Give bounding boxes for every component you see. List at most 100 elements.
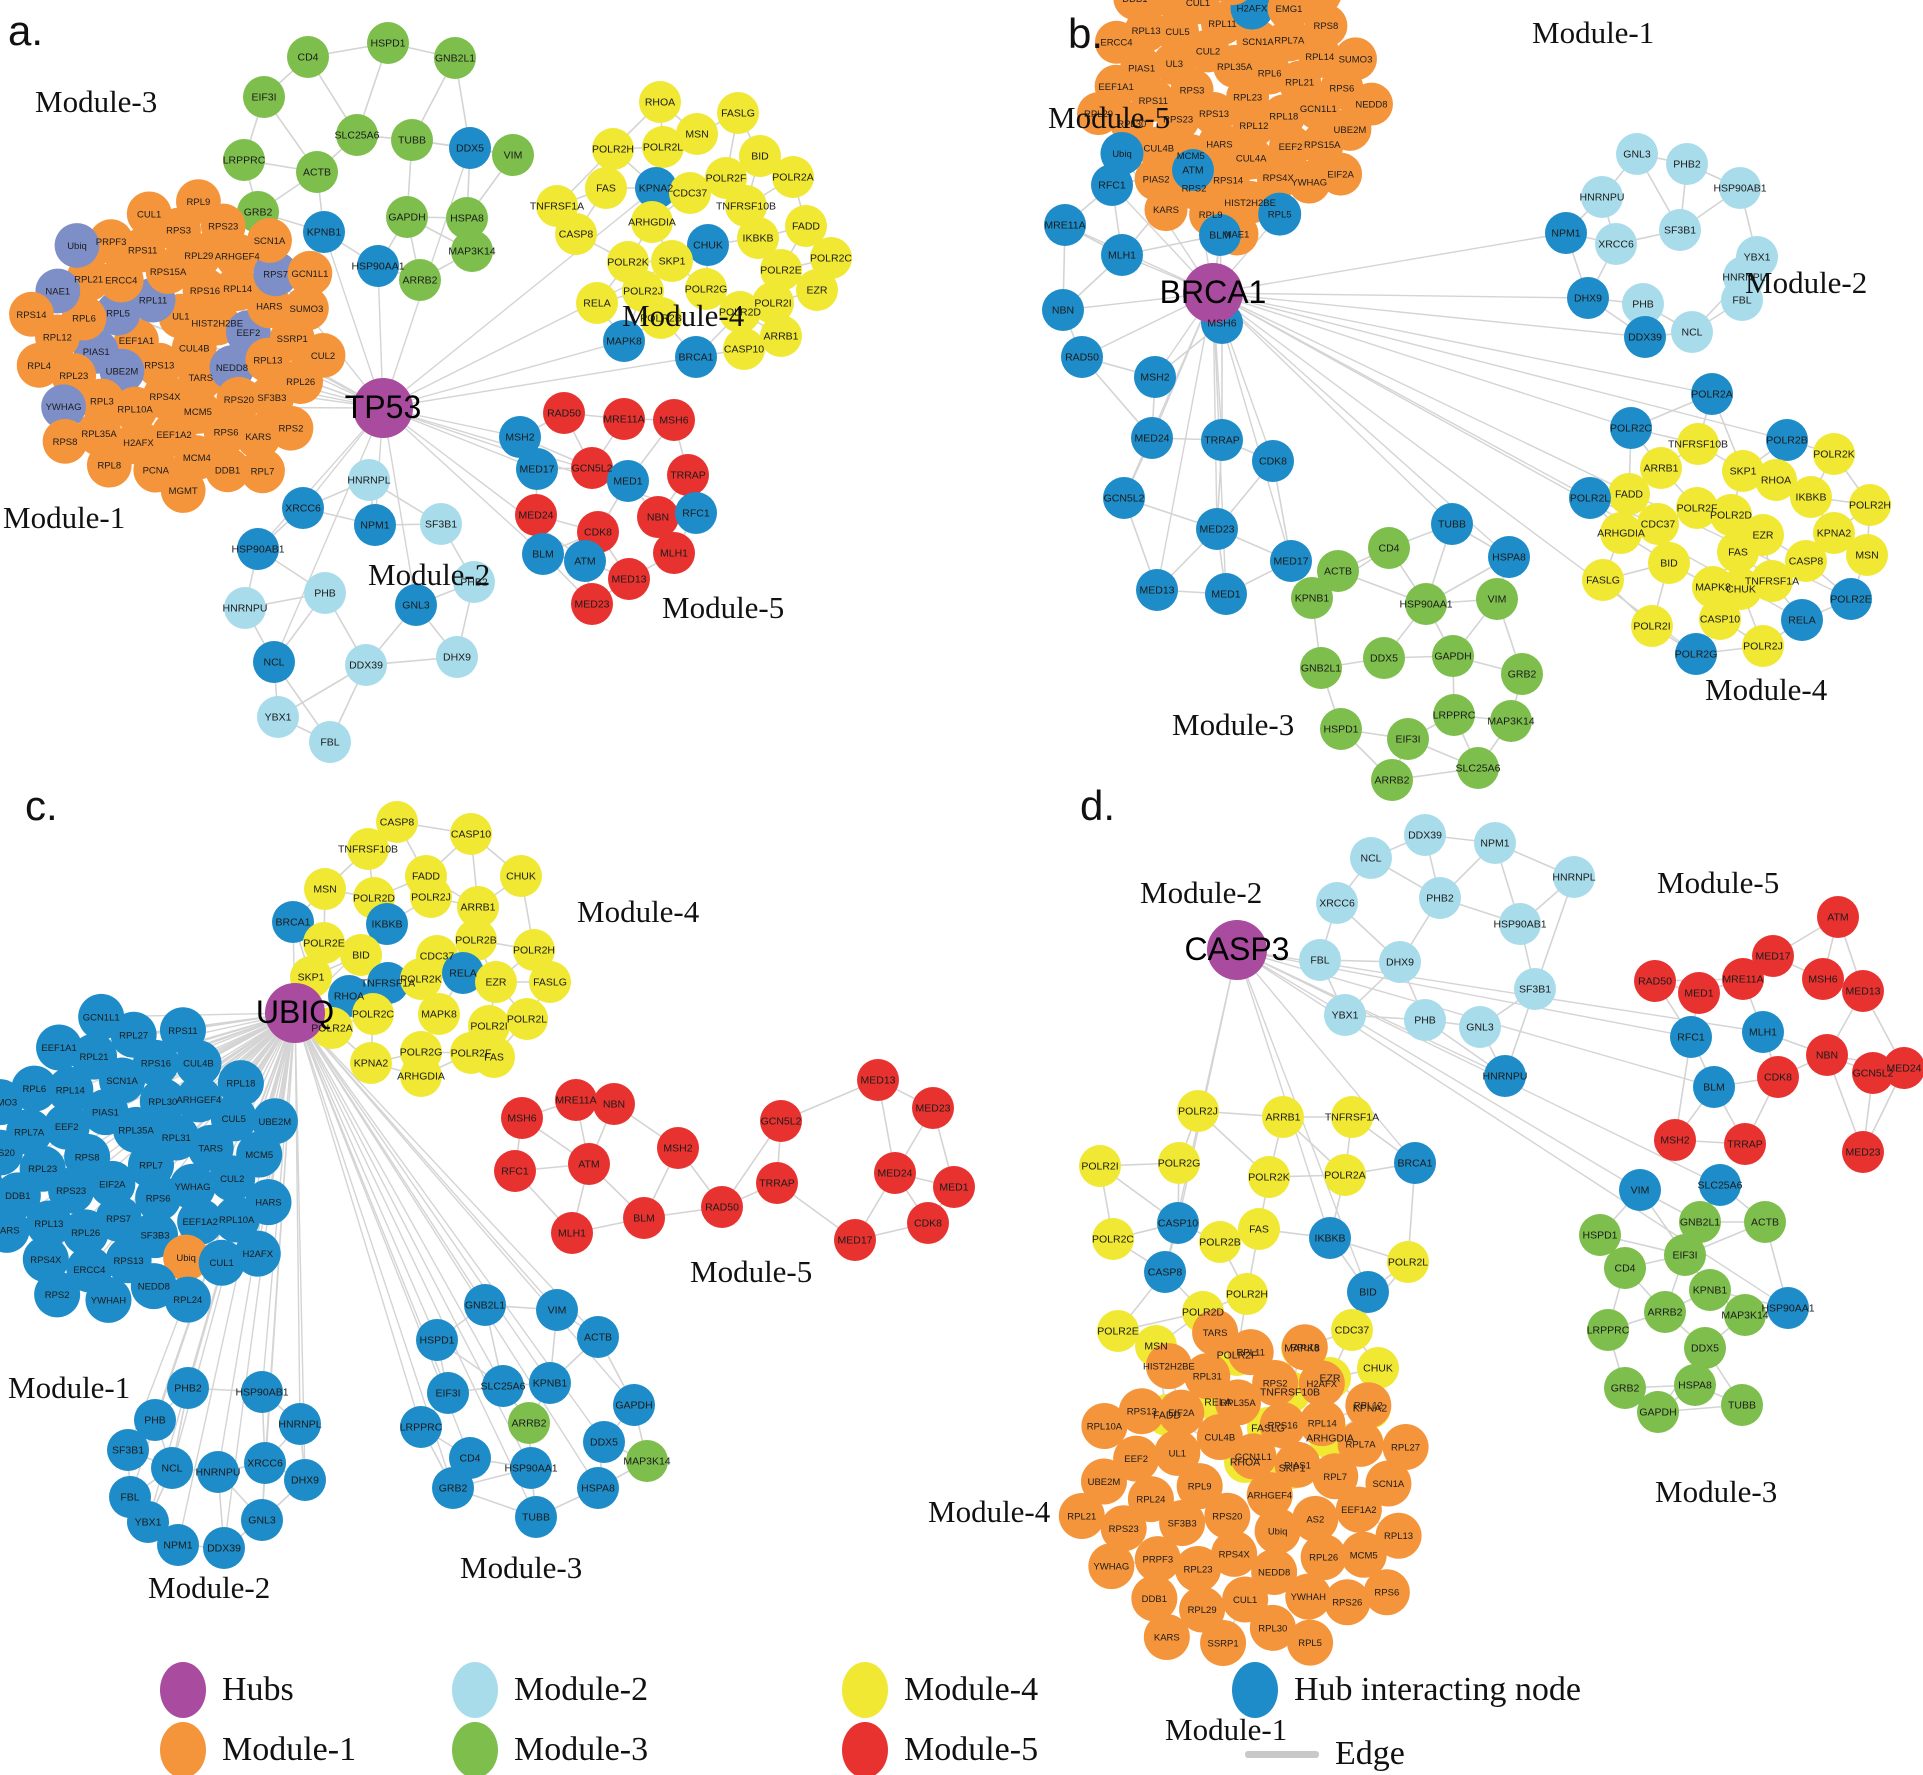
node-label: MCM4 bbox=[183, 453, 211, 464]
node-label: TUBB bbox=[1438, 519, 1466, 531]
node-label: MGMT bbox=[169, 486, 198, 497]
node-label: RPL21 bbox=[74, 274, 103, 285]
node-label: RAD50 bbox=[547, 408, 581, 420]
node-polr2k bbox=[400, 958, 442, 1000]
node-label: CHUK bbox=[1363, 1363, 1393, 1375]
node-label: POLR2L bbox=[507, 1014, 547, 1026]
node-label: MAPK8 bbox=[421, 1009, 457, 1021]
node-tubb bbox=[391, 119, 433, 161]
node-label: POLR2C bbox=[1610, 423, 1652, 435]
node-chuk bbox=[1357, 1347, 1399, 1389]
node-rpl7 bbox=[1312, 1453, 1359, 1500]
node-rad50 bbox=[1061, 336, 1103, 378]
node-label: RPL9 bbox=[1199, 210, 1223, 221]
node-label: NEDD8 bbox=[216, 363, 248, 374]
node-label: DDX39 bbox=[207, 1543, 241, 1555]
node-label: SSRP1 bbox=[1208, 1638, 1239, 1649]
node-label: H2AFX bbox=[242, 1249, 273, 1260]
node-label: SCN1A bbox=[254, 236, 286, 247]
node-h2afx bbox=[1298, 1360, 1345, 1407]
node-label: RPL13 bbox=[253, 356, 282, 367]
node-rpl4 bbox=[16, 342, 62, 388]
node-msh6 bbox=[501, 1097, 543, 1139]
node-phb bbox=[304, 572, 346, 614]
node-label: SF3B1 bbox=[425, 519, 457, 531]
node-label: SLC25A6 bbox=[335, 130, 380, 142]
node-label: YWHAG bbox=[1093, 1562, 1129, 1573]
node-label: TNFRSF10B bbox=[1668, 439, 1728, 451]
node-tubb bbox=[515, 1496, 557, 1538]
node-label: MED13 bbox=[1139, 585, 1174, 597]
node-label: RPL7 bbox=[1323, 1472, 1347, 1483]
node-casp8 bbox=[376, 801, 418, 843]
node-brca1 bbox=[1394, 1142, 1436, 1184]
node-gnl3 bbox=[241, 1499, 283, 1541]
node-rpl10a bbox=[1081, 1403, 1128, 1450]
node-polr2g bbox=[1158, 1142, 1200, 1184]
node-faslg bbox=[1582, 559, 1624, 601]
node-label: FASLG bbox=[533, 977, 567, 989]
node-actb bbox=[1744, 1201, 1786, 1243]
node-label: HSPA8 bbox=[581, 1483, 615, 1495]
node-label: H2AFX bbox=[1306, 1379, 1337, 1390]
node-label: GNL3 bbox=[402, 600, 430, 612]
node-label: CASP8 bbox=[559, 229, 594, 241]
node-msh2 bbox=[1654, 1119, 1696, 1161]
node-label: GAPDH bbox=[1434, 651, 1471, 663]
node-label: DDX39 bbox=[1408, 830, 1442, 842]
node-label: SUMO3 bbox=[0, 1098, 17, 1109]
node-label: ARHGEF4 bbox=[1247, 1491, 1292, 1502]
node-faslg bbox=[529, 961, 571, 1003]
node-label: SKP1 bbox=[1730, 466, 1757, 478]
node-label: POLR2J bbox=[1178, 1106, 1218, 1118]
node-gnl3 bbox=[1459, 1006, 1501, 1048]
node-label: CDC37 bbox=[673, 188, 708, 200]
node-label: POLR2L bbox=[1570, 493, 1610, 505]
node-gnb2l1 bbox=[1300, 647, 1342, 689]
node-label: CUL4B bbox=[1205, 1432, 1236, 1443]
node-label: RELA bbox=[1204, 1397, 1231, 1409]
node-ddb1 bbox=[0, 1172, 41, 1219]
node-rpl30 bbox=[1249, 1604, 1296, 1651]
node-med17 bbox=[1270, 540, 1312, 582]
hub-label: UBIQ bbox=[256, 994, 334, 1030]
node-label: MCM5 bbox=[1350, 1550, 1378, 1561]
node-label: RPL30 bbox=[1117, 119, 1146, 130]
node-ywhag bbox=[169, 1163, 216, 1210]
node-polr2h bbox=[1226, 1273, 1268, 1315]
node-scn1a bbox=[1236, 20, 1280, 64]
node-nbn bbox=[1806, 1034, 1848, 1076]
node-rpl9 bbox=[1176, 1463, 1223, 1510]
node-hnrnpl bbox=[279, 1403, 321, 1445]
node-polr2e bbox=[1830, 578, 1872, 620]
node-label: KARS bbox=[1154, 1632, 1180, 1643]
node-arrb1 bbox=[760, 315, 802, 357]
node-label: POLR2F bbox=[1677, 503, 1718, 515]
node-label: NCL bbox=[1360, 853, 1381, 865]
node-label: HSPA8 bbox=[1492, 552, 1526, 564]
node-ncl bbox=[1350, 837, 1392, 879]
node-label: CDK8 bbox=[1764, 1072, 1792, 1084]
node-med23 bbox=[571, 583, 613, 625]
node-grb2 bbox=[432, 1467, 474, 1509]
node-label: RAD50 bbox=[705, 1202, 739, 1214]
node-med23 bbox=[1842, 1131, 1884, 1173]
node-hsp90ab1 bbox=[1499, 903, 1541, 945]
node-label: MSH2 bbox=[1660, 1135, 1689, 1147]
node-label: RELA bbox=[1788, 615, 1815, 627]
node-label: RPS6 bbox=[214, 427, 239, 438]
node-gcn1l1 bbox=[287, 250, 333, 296]
node-rps14 bbox=[9, 291, 54, 337]
node-rps20 bbox=[1204, 1492, 1251, 1539]
node-map3k14 bbox=[626, 1440, 668, 1482]
node-label: SLC25A6 bbox=[481, 1381, 526, 1393]
node-label: EEF1A1 bbox=[1098, 82, 1133, 93]
node-label: CDK8 bbox=[1259, 456, 1287, 468]
node-polr2c bbox=[352, 993, 394, 1035]
node-casp10 bbox=[1157, 1202, 1199, 1244]
node-label: GNL3 bbox=[248, 1515, 276, 1527]
node-label: EIF3I bbox=[435, 1388, 460, 1400]
node-polr2h bbox=[592, 128, 634, 170]
node-med23 bbox=[912, 1087, 954, 1129]
